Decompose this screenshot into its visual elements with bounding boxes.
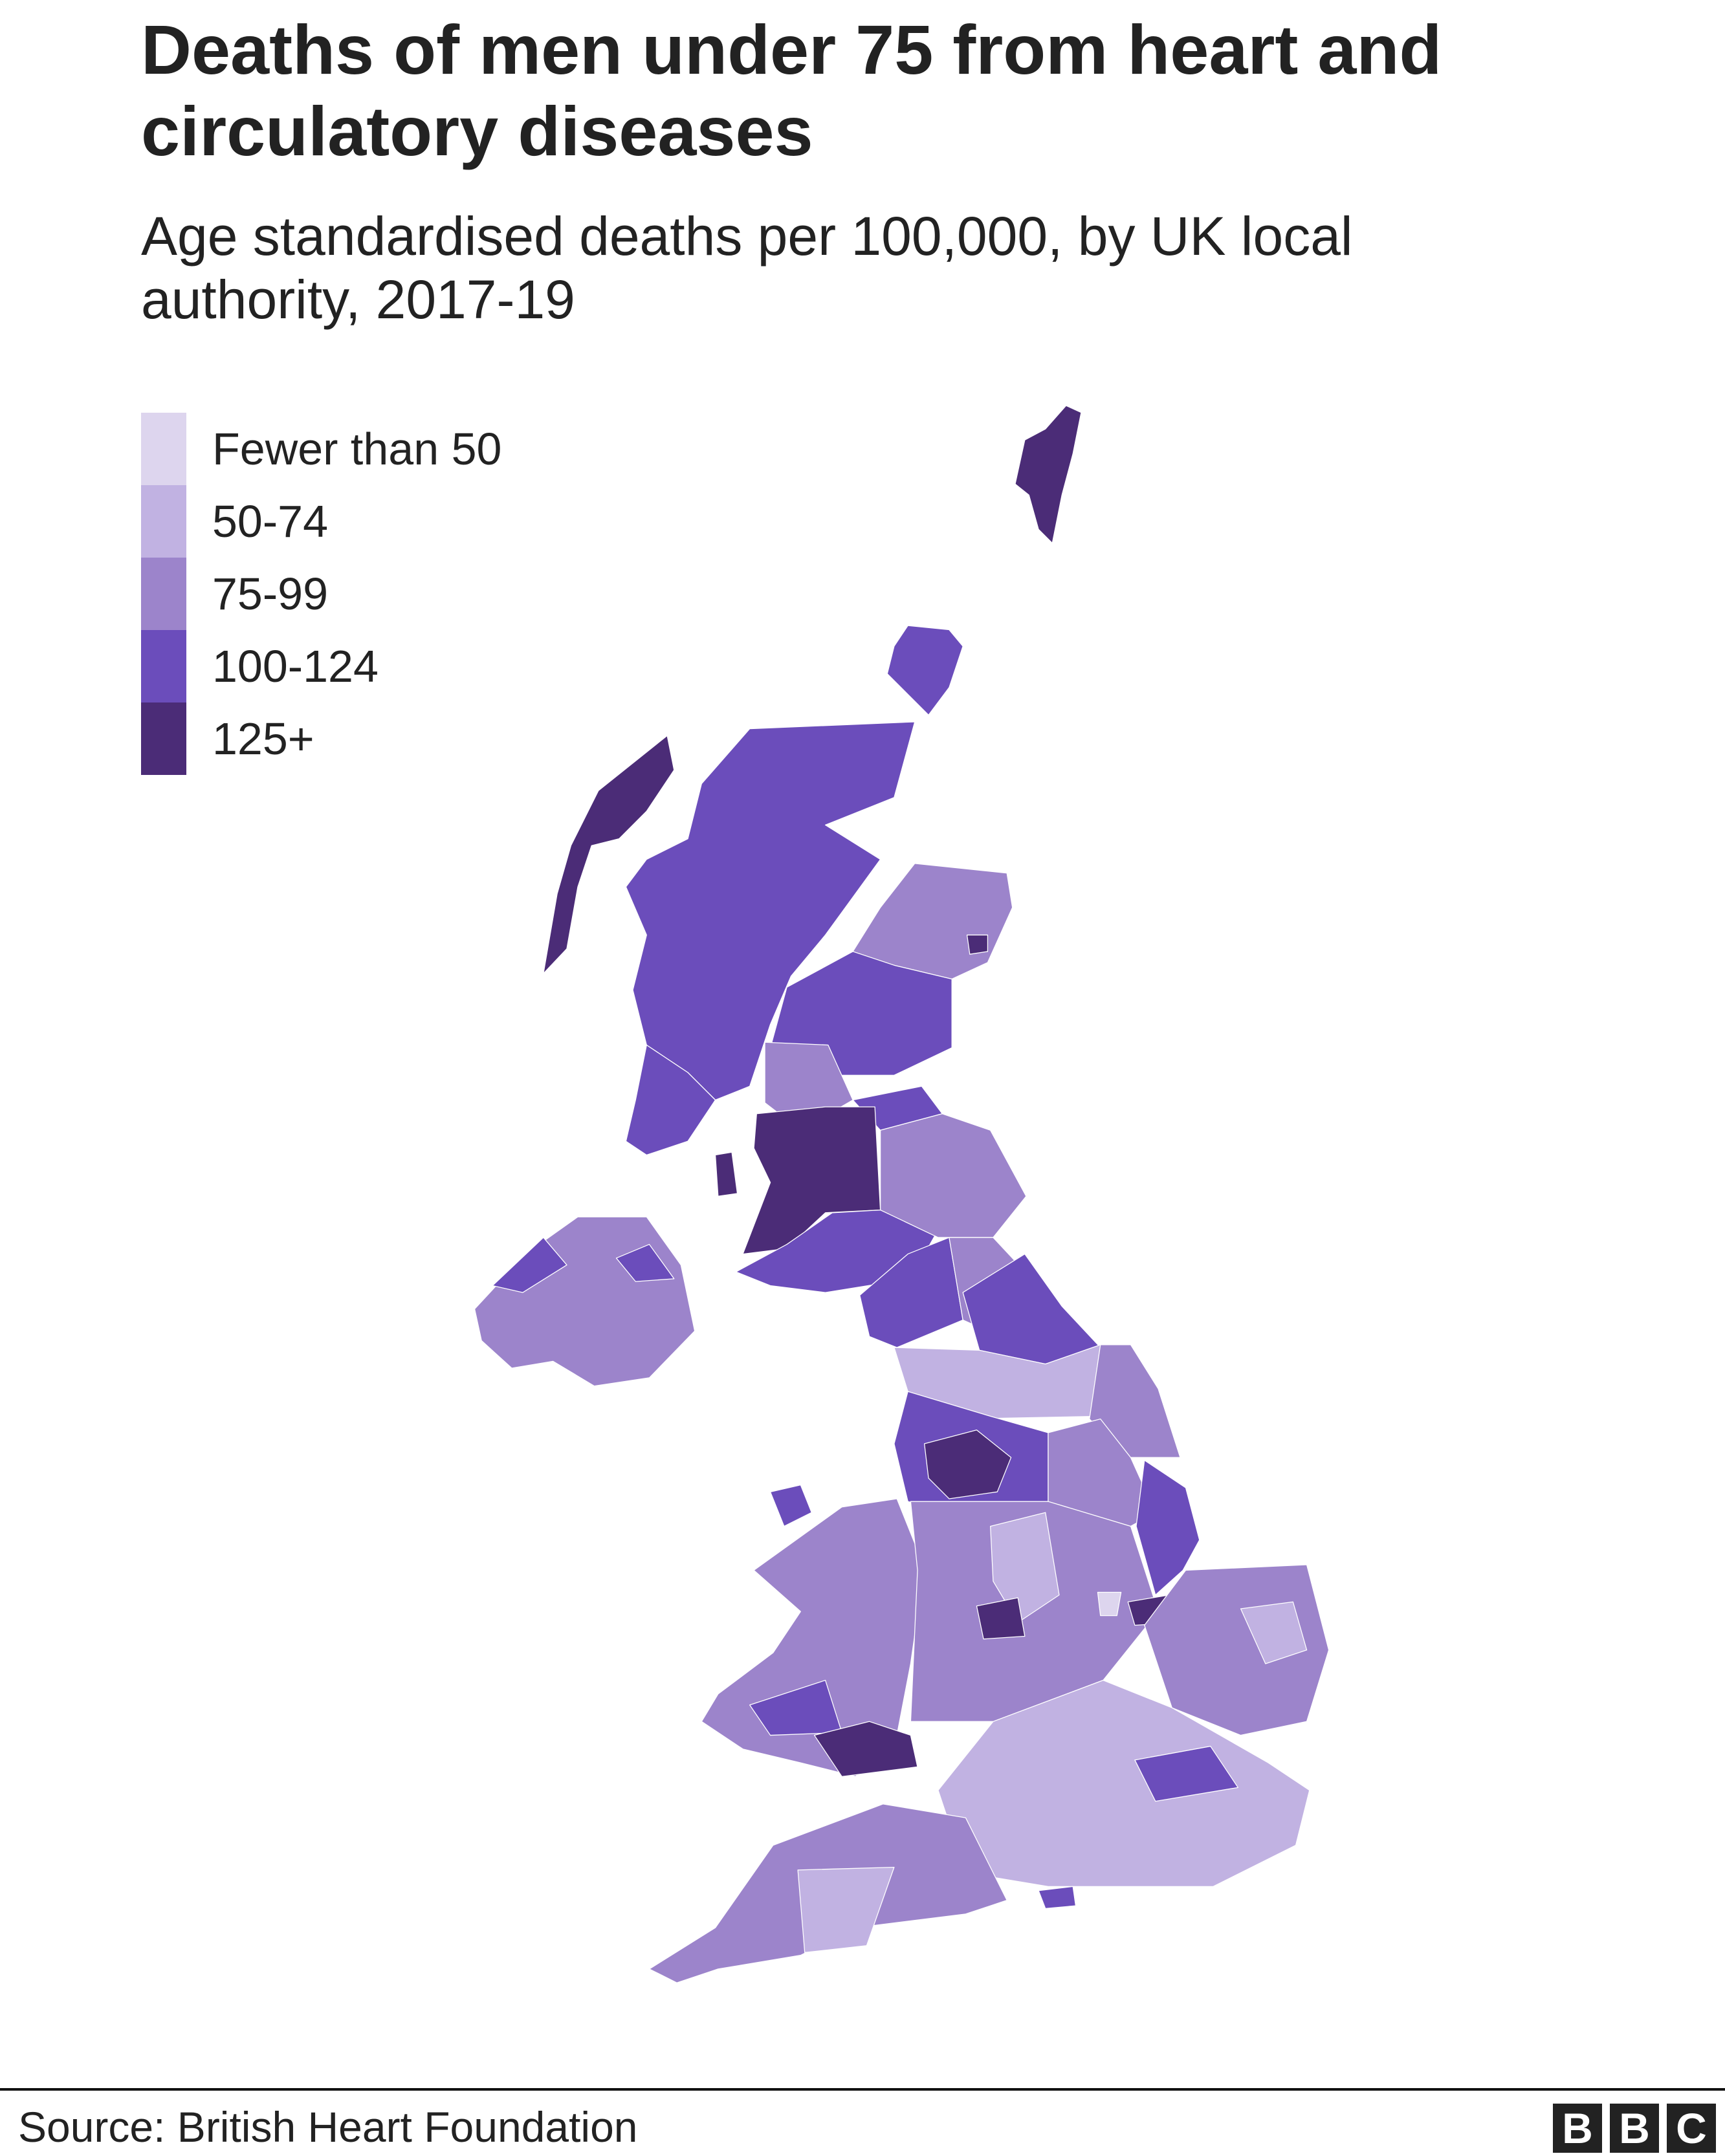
map-region <box>797 1866 895 1954</box>
map-region <box>714 1151 738 1197</box>
legend-item: 100-124 <box>141 630 501 702</box>
map-region <box>990 1512 1060 1623</box>
chart-title: Deaths of men under 75 from heart and ci… <box>141 10 1442 170</box>
map-region <box>1089 1344 1181 1458</box>
legend-swatch <box>141 485 186 558</box>
legend-label: 100-124 <box>212 641 379 691</box>
map-region <box>1240 1601 1308 1664</box>
legend-item: 75-99 <box>141 558 501 630</box>
legend: Fewer than 50 50-74 75-99 100-124 125+ <box>141 413 501 775</box>
legend-label: 125+ <box>212 713 314 764</box>
legend-item: Fewer than 50 <box>141 413 501 485</box>
map-region <box>1015 405 1082 544</box>
map-region <box>924 1430 1012 1499</box>
map-region <box>625 1044 716 1156</box>
logo-letter: B <box>1610 2104 1659 2153</box>
legend-label: 50-74 <box>212 496 329 547</box>
map-region <box>615 1244 675 1282</box>
legend-label: 75-99 <box>212 569 329 619</box>
map-region <box>879 1113 1027 1238</box>
chart-subtitle: Age standardised deaths per 100,000, by … <box>141 206 1353 330</box>
map-region <box>1136 1459 1200 1596</box>
legend-swatch <box>141 413 186 485</box>
map-region <box>1038 1886 1077 1910</box>
bbc-logo: B B C <box>1553 2104 1716 2153</box>
source-note: Source: British Heart Foundation <box>18 2103 638 2151</box>
logo-letter: B <box>1553 2104 1602 2153</box>
map-region <box>966 934 989 955</box>
legend-swatch <box>141 558 186 630</box>
legend-item: 125+ <box>141 702 501 775</box>
legend-label: Fewer than 50 <box>212 424 502 474</box>
map-region <box>1134 1745 1238 1802</box>
map-region <box>976 1597 1026 1640</box>
map-region <box>543 735 675 974</box>
legend-swatch <box>141 702 186 775</box>
map-region <box>886 625 963 715</box>
map-region <box>1097 1591 1122 1617</box>
map-region <box>769 1485 812 1527</box>
map-region <box>474 1216 696 1387</box>
map-region <box>813 1721 918 1777</box>
legend-item: 50-74 <box>141 485 501 558</box>
legend-swatch <box>141 630 186 702</box>
logo-letter: C <box>1667 2104 1716 2153</box>
map-region <box>492 1237 567 1293</box>
footer-divider <box>0 2088 1725 2091</box>
